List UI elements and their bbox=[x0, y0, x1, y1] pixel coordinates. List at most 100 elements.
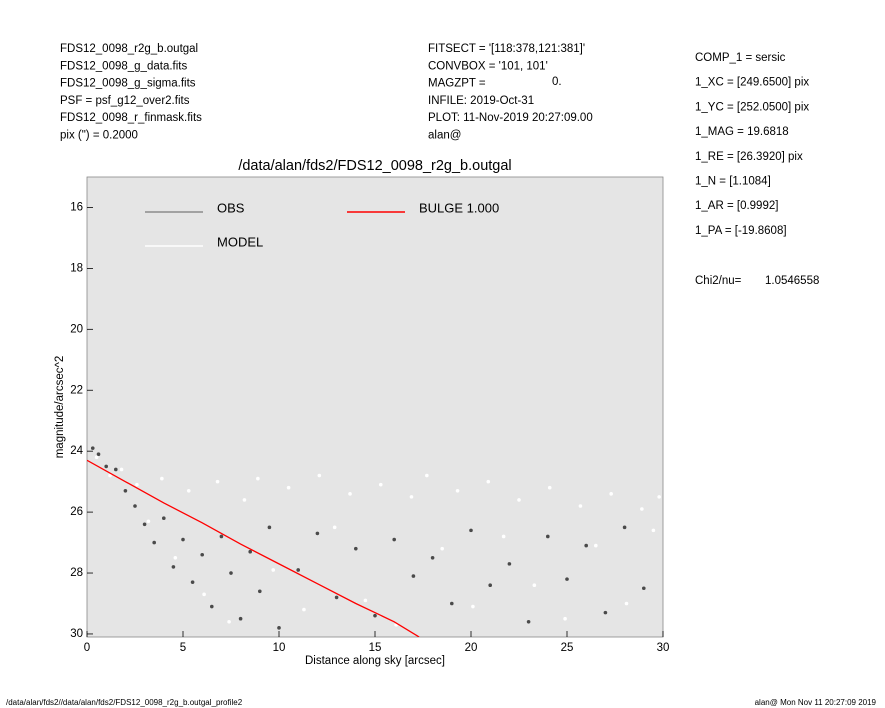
data-point bbox=[373, 613, 377, 618]
data-point bbox=[135, 482, 139, 487]
data-point bbox=[469, 528, 473, 533]
data-point bbox=[609, 492, 613, 496]
x-tick-label: 30 bbox=[657, 642, 670, 654]
data-point bbox=[450, 601, 454, 606]
data-point bbox=[229, 571, 233, 575]
data-point bbox=[507, 562, 512, 566]
y-tick-label: 28 bbox=[70, 567, 83, 579]
data-point bbox=[296, 568, 301, 572]
x-tick-label: 10 bbox=[273, 642, 286, 654]
y-tick-label: 22 bbox=[70, 384, 83, 396]
data-point bbox=[348, 492, 352, 496]
header-left-line: FDS12_0098_g_sigma.fits bbox=[60, 78, 196, 90]
header-left-line: PSF = psf_g12_over2.fits bbox=[60, 95, 190, 107]
x-axis-label: Distance along sky [arcsec] bbox=[305, 655, 445, 667]
data-point bbox=[186, 488, 191, 493]
data-point bbox=[651, 528, 656, 533]
data-point bbox=[123, 488, 128, 493]
y-tick-label: 20 bbox=[70, 323, 83, 335]
data-point bbox=[173, 555, 178, 560]
header-left-line: FDS12_0098_r2g_b.outgal bbox=[60, 43, 198, 55]
data-point bbox=[622, 525, 627, 530]
data-point bbox=[547, 485, 552, 490]
data-point bbox=[409, 495, 414, 499]
data-point bbox=[640, 507, 644, 511]
data-point bbox=[242, 498, 247, 502]
data-point bbox=[200, 552, 204, 557]
data-point bbox=[563, 616, 567, 621]
data-point bbox=[603, 610, 608, 615]
y-tick-label: 26 bbox=[70, 506, 83, 518]
x-tick-label: 25 bbox=[561, 642, 574, 654]
param-line: 1_PA = [-19.8608] bbox=[695, 225, 787, 237]
data-point bbox=[181, 537, 185, 542]
data-point bbox=[315, 531, 320, 536]
data-point bbox=[142, 522, 147, 527]
data-point bbox=[215, 479, 220, 484]
data-point bbox=[219, 534, 224, 539]
param-line: 1_YC = [252.0500] pix bbox=[695, 101, 809, 113]
data-point bbox=[332, 525, 337, 530]
data-point bbox=[642, 586, 646, 591]
data-point bbox=[119, 467, 124, 472]
y-axis-label: magnitude/arcsec^2 bbox=[54, 356, 66, 459]
data-point bbox=[162, 516, 166, 520]
data-point bbox=[271, 568, 276, 572]
magzpt-value: 0. bbox=[552, 76, 562, 88]
legend-label: OBS bbox=[217, 200, 245, 215]
x-tick-label: 20 bbox=[465, 642, 478, 654]
data-point bbox=[258, 589, 262, 594]
data-point bbox=[363, 598, 368, 603]
legend-label: BULGE 1.000 bbox=[419, 200, 499, 215]
data-point bbox=[160, 476, 164, 481]
param-line: 1_AR = [0.9992] bbox=[695, 200, 778, 212]
data-point bbox=[96, 452, 101, 457]
data-point bbox=[517, 498, 521, 502]
data-point bbox=[425, 473, 429, 478]
x-tick-label: 5 bbox=[180, 642, 186, 654]
data-point bbox=[657, 495, 661, 499]
data-point bbox=[171, 565, 176, 569]
header-middle-line: FITSECT = '[118:378,121:381]' bbox=[428, 43, 585, 55]
data-point bbox=[114, 467, 118, 472]
data-point bbox=[277, 626, 281, 630]
data-point bbox=[455, 488, 460, 493]
data-point bbox=[334, 595, 339, 600]
data-point bbox=[256, 476, 260, 481]
data-point bbox=[392, 537, 397, 542]
model-line bbox=[87, 459, 420, 637]
data-point bbox=[202, 592, 206, 597]
data-point bbox=[430, 555, 435, 560]
header-middle-line: PLOT: 11-Nov-2019 20:27:09.00 bbox=[428, 112, 593, 124]
data-point bbox=[378, 482, 383, 487]
data-point bbox=[354, 546, 358, 551]
param-line: 1_MAG = 19.6818 bbox=[695, 126, 789, 138]
legend-label: MODEL bbox=[217, 234, 263, 249]
data-point bbox=[108, 473, 112, 478]
data-point bbox=[501, 534, 506, 539]
data-point bbox=[302, 607, 306, 612]
data-point bbox=[624, 601, 629, 606]
data-point bbox=[565, 577, 569, 581]
header-middle-line: INFILE: 2019-Oct-31 bbox=[428, 95, 534, 107]
param-line: 1_RE = [26.3920] pix bbox=[695, 151, 803, 163]
data-point bbox=[90, 446, 95, 450]
chart-title: /data/alan/fds2/FDS12_0098_r2g_b.outgal bbox=[238, 158, 511, 174]
data-point bbox=[584, 543, 588, 548]
header-left-line: FDS12_0098_g_data.fits bbox=[60, 60, 187, 72]
data-point bbox=[411, 574, 416, 578]
data-point bbox=[546, 534, 550, 539]
param-line: 1_N = [1.1084] bbox=[695, 176, 771, 188]
data-point bbox=[248, 549, 252, 554]
data-point bbox=[94, 455, 99, 460]
header-middle-line: MAGZPT = bbox=[428, 78, 486, 90]
data-point bbox=[104, 464, 108, 469]
y-tick-label: 24 bbox=[70, 445, 83, 457]
data-point bbox=[267, 525, 272, 530]
data-point bbox=[210, 604, 214, 609]
footer-right: alan@ Mon Nov 11 20:27:09 2019 bbox=[755, 698, 877, 707]
data-point bbox=[532, 583, 537, 588]
header-middle-line: alan@ bbox=[428, 130, 461, 142]
header-left-line: FDS12_0098_r_finmask.fits bbox=[60, 112, 202, 124]
